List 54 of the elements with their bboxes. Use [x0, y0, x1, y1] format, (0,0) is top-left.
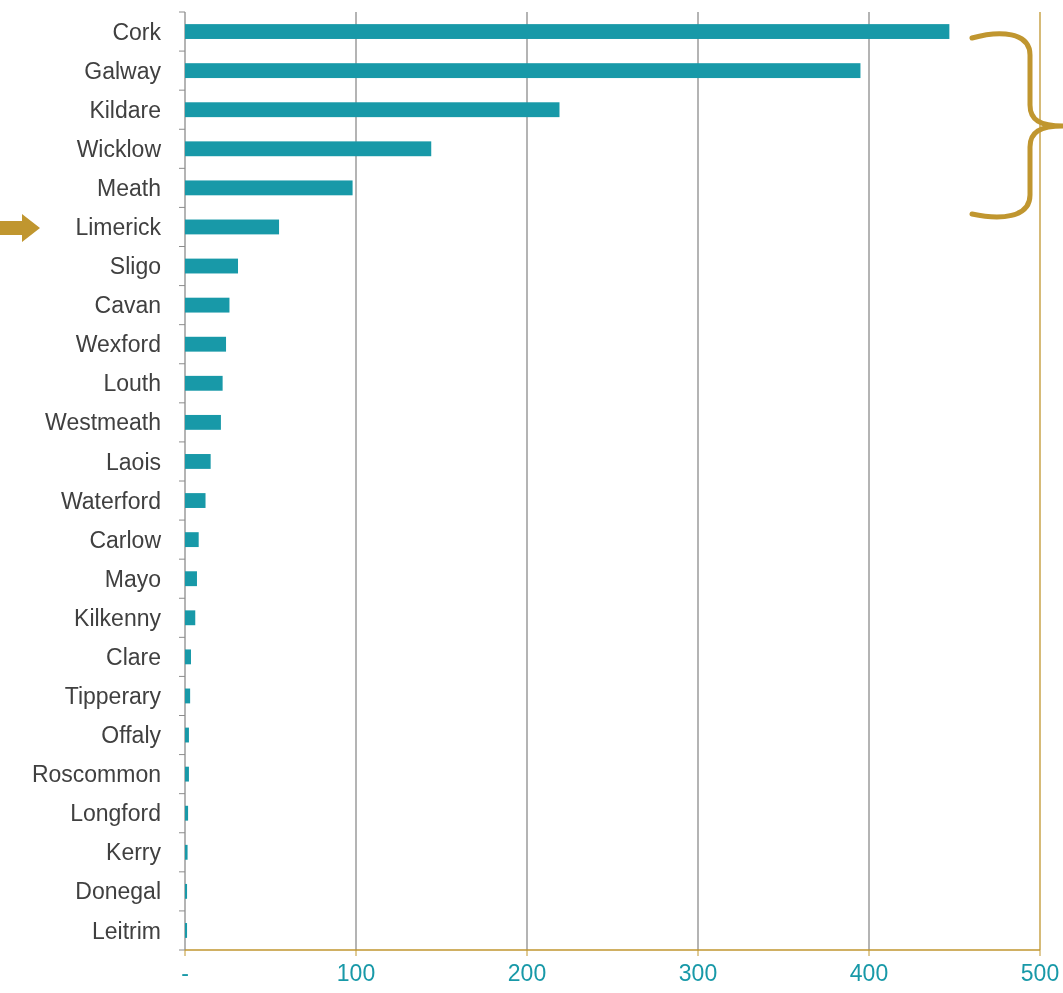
bar — [185, 24, 950, 39]
y-tick-label: Leitrim — [91, 917, 161, 944]
y-tick-label: Kilkenny — [74, 604, 162, 631]
y-tick-label: Wexford — [75, 331, 161, 358]
y-tick-label: Kildare — [89, 96, 161, 123]
y-tick-label: Kerry — [106, 839, 162, 866]
y-tick-label: Offaly — [101, 722, 162, 749]
bar — [185, 805, 189, 821]
bar — [185, 63, 861, 79]
bar — [185, 766, 189, 782]
y-tick-label: Westmeath — [45, 409, 161, 436]
y-tick-label: Meath — [97, 174, 161, 201]
bar — [185, 102, 560, 118]
y-tick-label: Laois — [106, 448, 161, 475]
y-tick-label: Donegal — [75, 878, 161, 905]
bar — [185, 258, 239, 274]
y-tick-label: Waterford — [60, 487, 161, 514]
bar — [185, 649, 191, 665]
bar — [185, 571, 197, 587]
y-tick-label: Cork — [112, 18, 162, 45]
y-tick-label: Roscommon — [31, 761, 161, 788]
bar — [185, 219, 280, 235]
bar — [185, 375, 223, 391]
x-tick-label: 100 — [336, 960, 376, 986]
bar — [185, 688, 191, 704]
y-tick-label: Carlow — [89, 526, 162, 553]
bar — [185, 180, 353, 196]
x-tick-label: 500 — [1020, 960, 1060, 986]
y-tick-label: Louth — [103, 370, 161, 397]
bar — [185, 297, 230, 313]
bar — [185, 610, 196, 626]
x-tick-label: 300 — [678, 960, 718, 986]
bar — [185, 727, 189, 743]
bar — [185, 141, 432, 157]
bar — [185, 923, 188, 938]
bar — [185, 336, 227, 352]
y-tick-label: Cavan — [94, 292, 161, 319]
bar — [185, 883, 188, 899]
y-tick-label: Sligo — [109, 253, 161, 280]
bar — [185, 844, 188, 860]
y-tick-label: Mayo — [104, 565, 161, 592]
y-tick-label: Longford — [70, 800, 161, 827]
y-tick-label: Wicklow — [76, 135, 162, 162]
y-tick-label: Tipperary — [64, 683, 162, 710]
x-tick-label: 400 — [849, 960, 889, 986]
bar — [185, 414, 221, 430]
bar — [185, 493, 206, 508]
y-tick-label: Limerick — [75, 214, 162, 241]
x-tick-label: 200 — [507, 960, 547, 986]
x-tick-label: - — [181, 960, 189, 986]
y-tick-label: Clare — [106, 643, 161, 670]
y-tick-label: Galway — [84, 57, 162, 84]
bar — [185, 454, 211, 469]
bar — [185, 532, 199, 548]
